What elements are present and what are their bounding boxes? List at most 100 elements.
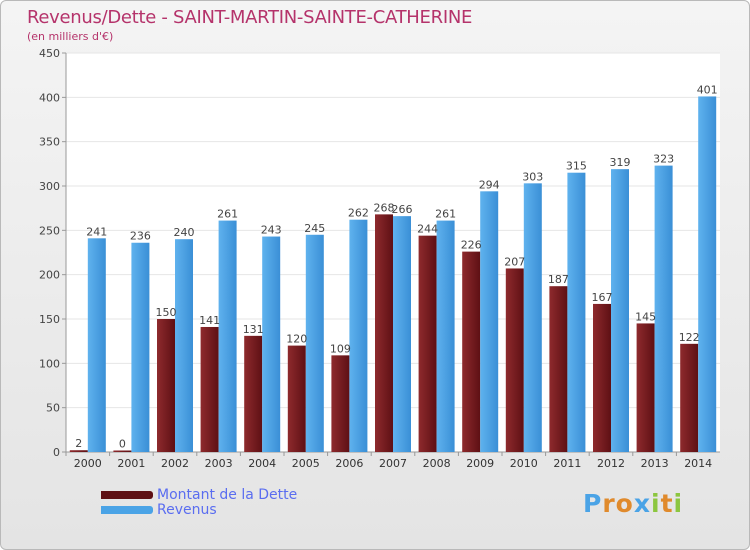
data-label-revenus: 266 (392, 203, 413, 216)
data-label-revenus: 243 (261, 224, 282, 237)
bar-revenus (349, 219, 368, 452)
x-tick-label: 2002 (161, 457, 189, 470)
bar-dette (375, 214, 393, 452)
y-tick-label: 400 (39, 91, 60, 104)
proxiti-logo: Proxiti (583, 489, 683, 518)
x-tick-label: 2014 (684, 457, 712, 470)
data-label-revenus: 240 (174, 226, 195, 239)
legend-label-revenus: Revenus (157, 501, 217, 518)
bar-dette (157, 319, 175, 452)
data-label-dette: 131 (243, 323, 264, 336)
data-label-revenus: 262 (348, 207, 369, 220)
bar-dette (549, 286, 568, 452)
legend-item-revenus: Revenus (101, 501, 297, 518)
x-tick-label: 2009 (466, 457, 494, 470)
bar-dette (636, 323, 655, 452)
x-tick-label: 2000 (74, 457, 102, 470)
data-label-dette: 2 (75, 437, 82, 450)
data-label-revenus: 245 (304, 222, 325, 235)
chart-legend: Montant de la Dette Revenus (101, 486, 298, 518)
logo-letter: r (602, 489, 616, 518)
x-tick-label: 2008 (423, 457, 451, 470)
data-label-revenus: 241 (86, 225, 107, 238)
bar-revenus (218, 220, 237, 452)
data-label-dette: 150 (156, 306, 177, 319)
data-label-revenus: 294 (479, 178, 500, 191)
data-label-revenus: 261 (217, 208, 238, 221)
bar-dette (418, 235, 437, 452)
bar-dette (593, 303, 611, 452)
data-label-revenus: 236 (130, 230, 151, 243)
data-label-dette: 207 (504, 255, 525, 268)
bar-revenus (523, 183, 542, 452)
bar-revenus (175, 239, 193, 452)
bar-revenus (654, 165, 673, 452)
logo-letter: P (583, 489, 603, 518)
data-label-revenus: 303 (522, 170, 543, 183)
bar-revenus (698, 96, 717, 453)
y-tick-label: 350 (39, 136, 60, 149)
y-tick-label: 50 (46, 402, 60, 415)
data-label-dette: 244 (417, 223, 438, 236)
logo-letter: t (660, 489, 674, 518)
bar-dette (505, 268, 524, 452)
logo-letter: x (633, 489, 651, 518)
y-tick-label: 150 (39, 313, 60, 326)
data-label-revenus: 323 (653, 153, 674, 166)
legend-item-dette: Montant de la Dette (101, 486, 298, 503)
bar-dette (113, 450, 132, 452)
bar-dette (244, 335, 263, 452)
bar-dette (680, 343, 699, 452)
x-tick-label: 2001 (117, 457, 145, 470)
logo-letter: i (651, 489, 661, 518)
legend-label-dette: Montant de la Dette (157, 486, 298, 503)
x-tick-label: 2004 (248, 457, 276, 470)
x-tick-label: 2007 (379, 457, 407, 470)
data-label-dette: 145 (635, 310, 656, 323)
data-label-dette: 0 (119, 438, 126, 451)
logo-letter: o (615, 489, 634, 518)
data-label-dette: 268 (374, 201, 395, 214)
data-label-revenus: 315 (566, 160, 587, 173)
data-label-dette: 167 (592, 291, 613, 304)
y-tick-label: 0 (53, 446, 60, 459)
y-tick-label: 200 (39, 269, 60, 282)
chart-title: Revenus/Dette - SAINT-MARTIN-SAINTE-CATH… (27, 7, 473, 28)
bar-dette (200, 326, 219, 452)
legend-swatch-revenus (101, 505, 153, 514)
data-label-dette: 120 (286, 333, 307, 346)
legend-swatch-dette (101, 490, 153, 499)
bar-dette (69, 450, 88, 452)
x-tick-label: 2010 (510, 457, 538, 470)
x-tick-label: 2003 (205, 457, 233, 470)
data-label-dette: 187 (548, 273, 569, 286)
y-tick-label: 450 (39, 47, 60, 60)
y-tick-label: 250 (39, 224, 60, 237)
logo-letter: i (673, 489, 684, 518)
bar-revenus (393, 216, 411, 452)
chart-subtitle: (en milliers d'€) (27, 30, 114, 43)
data-label-revenus: 261 (435, 208, 456, 221)
x-tick-label: 2005 (292, 457, 320, 470)
bar-dette (462, 251, 481, 452)
y-tick-label: 300 (39, 180, 60, 193)
data-label-revenus: 319 (610, 156, 631, 169)
x-tick-label: 2006 (335, 457, 363, 470)
data-label-dette: 141 (199, 314, 220, 327)
bar-revenus (262, 236, 281, 452)
y-tick-label: 100 (39, 357, 60, 370)
x-tick-label: 2011 (553, 457, 581, 470)
bar-revenus (131, 242, 150, 452)
bar-revenus (480, 191, 499, 452)
bar-revenus (87, 238, 106, 452)
bar-revenus (611, 169, 629, 453)
bar-dette (331, 355, 350, 452)
bar-revenus (436, 220, 455, 452)
data-label-dette: 122 (679, 331, 700, 344)
bar-revenus (567, 172, 586, 452)
data-label-revenus: 401 (697, 83, 718, 96)
data-label-dette: 226 (461, 239, 482, 252)
x-tick-label: 2013 (641, 457, 669, 470)
